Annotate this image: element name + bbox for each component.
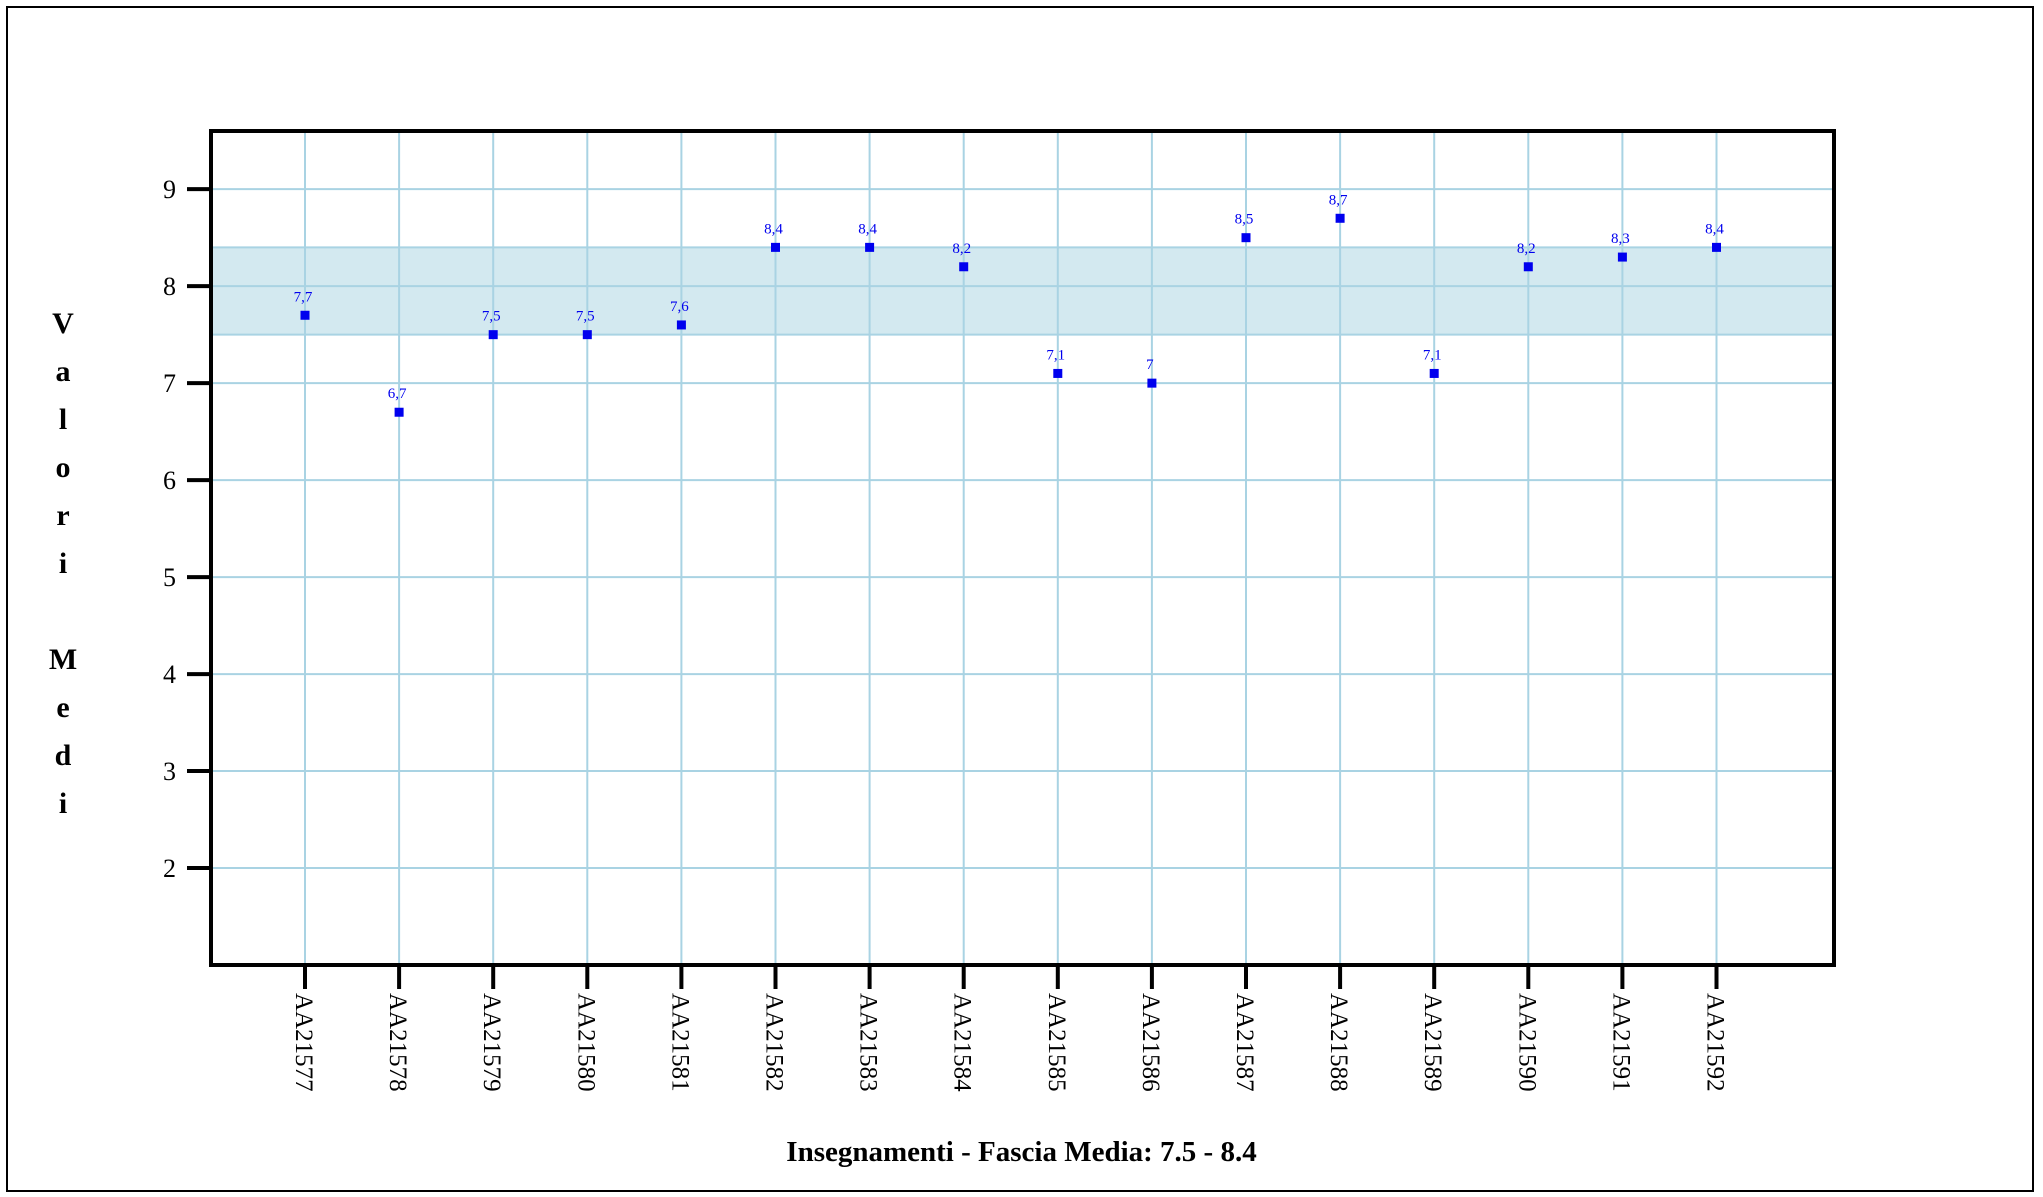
chart-frame [6,6,2034,1192]
data-point [959,262,969,272]
data-label: 8,4 [1705,221,1724,237]
y-axis-label-char: o [55,451,71,484]
x-tick-label: AA21587 [1231,993,1258,1092]
y-axis-label-char: d [54,739,72,772]
data-point [488,330,498,340]
y-axis-label-char: i [58,547,68,580]
data-point [1335,213,1345,223]
x-tick-label: AA21583 [855,993,882,1092]
data-label: 8,2 [1517,241,1536,257]
data-point [1241,233,1251,243]
x-tick-label: AA21590 [1513,993,1540,1092]
y-tick-label: 5 [163,563,176,592]
x-tick-label: AA21580 [572,993,599,1092]
data-point [676,320,686,330]
data-point [300,310,310,320]
y-axis-label-char [38,588,88,636]
x-tick-label: AA21589 [1419,993,1446,1092]
y-tick-label: 6 [163,466,176,495]
y-tick-label: 3 [163,757,176,786]
plot-area-border [209,129,1836,967]
x-tick-label: AA21592 [1702,993,1729,1092]
data-label: 8,5 [1235,212,1254,228]
y-axis-label-char: i [58,787,68,820]
y-tick-label: 7 [163,369,176,398]
y-axis-label-char: M [48,643,78,676]
data-label: 8,7 [1329,192,1348,208]
data-point [582,330,592,340]
y-axis-label-char: e [56,691,70,724]
average-band [211,247,1834,335]
data-label: 8,4 [858,221,877,237]
y-tick-label: 2 [163,854,176,883]
x-tick-label: AA21585 [1043,993,1070,1092]
data-point [771,242,780,252]
x-tick-label: AA21582 [761,993,788,1092]
y-axis-label-char: V [52,307,74,340]
y-axis-label-char: a [55,355,71,388]
data-point [865,242,875,252]
x-tick-label: AA21581 [666,993,693,1092]
data-point [394,407,404,417]
data-label: 7,7 [294,289,313,305]
data-label: 7,1 [1423,347,1442,363]
x-tick-label: AA21586 [1137,993,1164,1092]
data-label: 7,1 [1046,347,1065,363]
x-tick-label: AA21577 [290,993,317,1092]
y-tick-label: 8 [163,272,176,301]
data-point [1053,368,1063,378]
data-label: 7,5 [576,309,595,325]
data-point [1147,378,1157,388]
x-tick-label: AA21584 [949,993,976,1092]
y-axis-label-char: r [56,499,70,532]
data-label: 7 [1146,357,1154,373]
data-label: 6,7 [388,386,407,402]
data-point [1617,252,1627,262]
y-tick-label: 4 [163,660,176,689]
data-label: 8,3 [1611,231,1630,247]
y-tick-label: 9 [163,175,176,204]
data-point [1429,368,1439,378]
data-label: 8,4 [764,221,783,237]
data-point [1523,262,1533,272]
x-tick-label: AA21579 [478,993,505,1092]
data-label: 7,6 [670,299,689,315]
x-tick-label: AA21578 [384,993,411,1092]
data-point [1712,242,1721,252]
x-tick-label: AA21588 [1325,993,1352,1092]
data-label: 8,2 [952,241,971,257]
x-tick-label: AA21591 [1607,993,1634,1092]
y-axis-label-char: l [58,403,68,436]
data-label: 7,5 [482,309,501,325]
x-axis-label: Insegnamenti - Fascia Media: 7.5 - 8.4 [786,1136,1257,1168]
